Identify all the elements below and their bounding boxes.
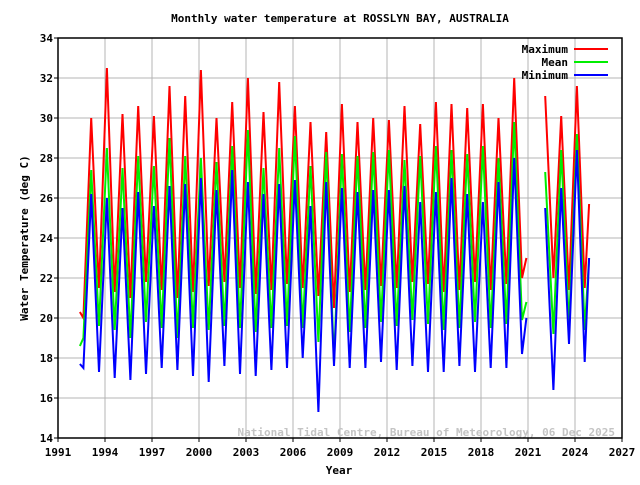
y-tick-label: 28 xyxy=(40,152,53,165)
axis-ticks: 1991 1994 1997 2000 2003 2006 2009 2012 2015 2018… xyxy=(40,32,636,459)
legend-label-minimum: Minimum xyxy=(522,69,569,82)
x-tick-label: 2012 xyxy=(374,446,401,459)
y-tick-label: 26 xyxy=(40,192,54,205)
legend-label-mean: Mean xyxy=(542,56,569,69)
series-group xyxy=(78,67,591,413)
y-tick-label: 24 xyxy=(40,232,54,245)
x-tick-label: 2015 xyxy=(421,446,448,459)
y-tick-label: 34 xyxy=(40,32,54,45)
x-tick-label: 2027 xyxy=(609,446,636,459)
y-tick-label: 14 xyxy=(40,432,54,445)
y-tick-label: 18 xyxy=(40,352,53,365)
y-tick-label: 30 xyxy=(40,112,53,125)
y-axis-label: Water Temperature (deg C) xyxy=(18,155,31,321)
x-tick-label: 1997 xyxy=(139,446,166,459)
series-line-minimum xyxy=(544,149,591,391)
x-tick-label: 2003 xyxy=(233,446,260,459)
x-axis-label: Year xyxy=(326,464,353,477)
watermark: National Tidal Centre, Bureau of Meteoro… xyxy=(238,426,616,439)
y-tick-label: 32 xyxy=(40,72,53,85)
legend-label-maximum: Maximum xyxy=(522,43,569,56)
x-tick-label: 2000 xyxy=(186,446,213,459)
series-line-mean xyxy=(78,121,528,363)
x-tick-label: 2024 xyxy=(562,446,589,459)
y-tick-label: 20 xyxy=(40,312,53,325)
x-tick-label: 2018 xyxy=(468,446,495,459)
y-tick-label: 16 xyxy=(40,392,54,405)
x-tick-label: 1991 xyxy=(45,446,72,459)
chart-title: Monthly water temperature at ROSSLYN BAY… xyxy=(171,12,509,25)
x-tick-label: 1994 xyxy=(92,446,119,459)
y-tick-label: 22 xyxy=(40,272,53,285)
series-line-maximum xyxy=(544,85,591,291)
x-tick-label: 2009 xyxy=(327,446,354,459)
series-line-maximum xyxy=(79,67,528,322)
series-line-minimum xyxy=(79,157,528,413)
x-tick-label: 2006 xyxy=(280,446,307,459)
x-tick-label: 2021 xyxy=(515,446,542,459)
